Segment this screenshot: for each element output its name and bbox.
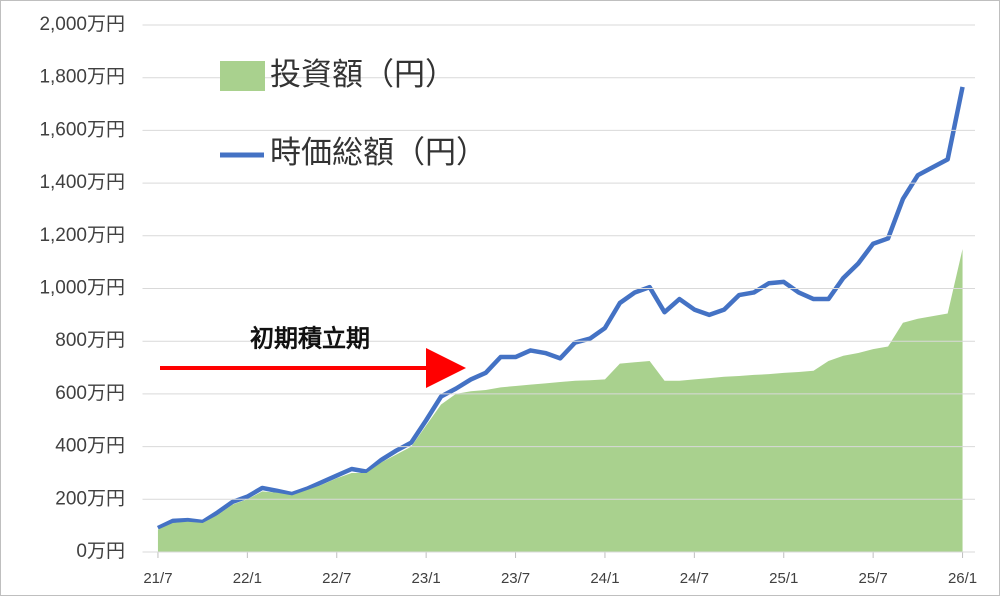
y-tick-label: 1,600万円 <box>39 119 125 140</box>
y-tick-label: 200万円 <box>55 488 125 509</box>
legend-label: 投資額（円） <box>270 57 456 92</box>
area <box>157 248 963 552</box>
legend-swatch <box>220 61 265 91</box>
x-tick-label: 23/1 <box>412 570 441 587</box>
x-tick-label: 22/7 <box>322 570 351 587</box>
y-tick-label: 800万円 <box>55 330 125 351</box>
y-tick-label: 1,800万円 <box>39 67 125 88</box>
x-tick-label: 24/7 <box>680 570 709 587</box>
y-tick-label: 2,000万円 <box>39 14 125 35</box>
y-tick-label: 600万円 <box>55 383 125 404</box>
x-tick-label: 24/1 <box>590 570 619 587</box>
x-tick-label: 25/1 <box>769 570 798 587</box>
line <box>156 86 965 531</box>
x-tick-label: 23/7 <box>501 570 530 587</box>
y-tick-label: 1,400万円 <box>39 172 125 193</box>
y-tick-label: 400万円 <box>55 436 125 457</box>
x-tick-label: 25/7 <box>859 570 888 587</box>
y-tick-label: 1,000万円 <box>39 278 125 299</box>
y-tick-label: 1,200万円 <box>39 225 125 246</box>
x-tick-label: 22/1 <box>233 570 262 587</box>
legend-label: 時価総額（円） <box>270 135 487 170</box>
x-tick-label: 26/1 <box>948 570 977 587</box>
x-tick-label: 21/7 <box>143 570 172 587</box>
annotation: 初期積立期 <box>250 324 370 352</box>
y-tick-label: 0万円 <box>76 541 125 562</box>
